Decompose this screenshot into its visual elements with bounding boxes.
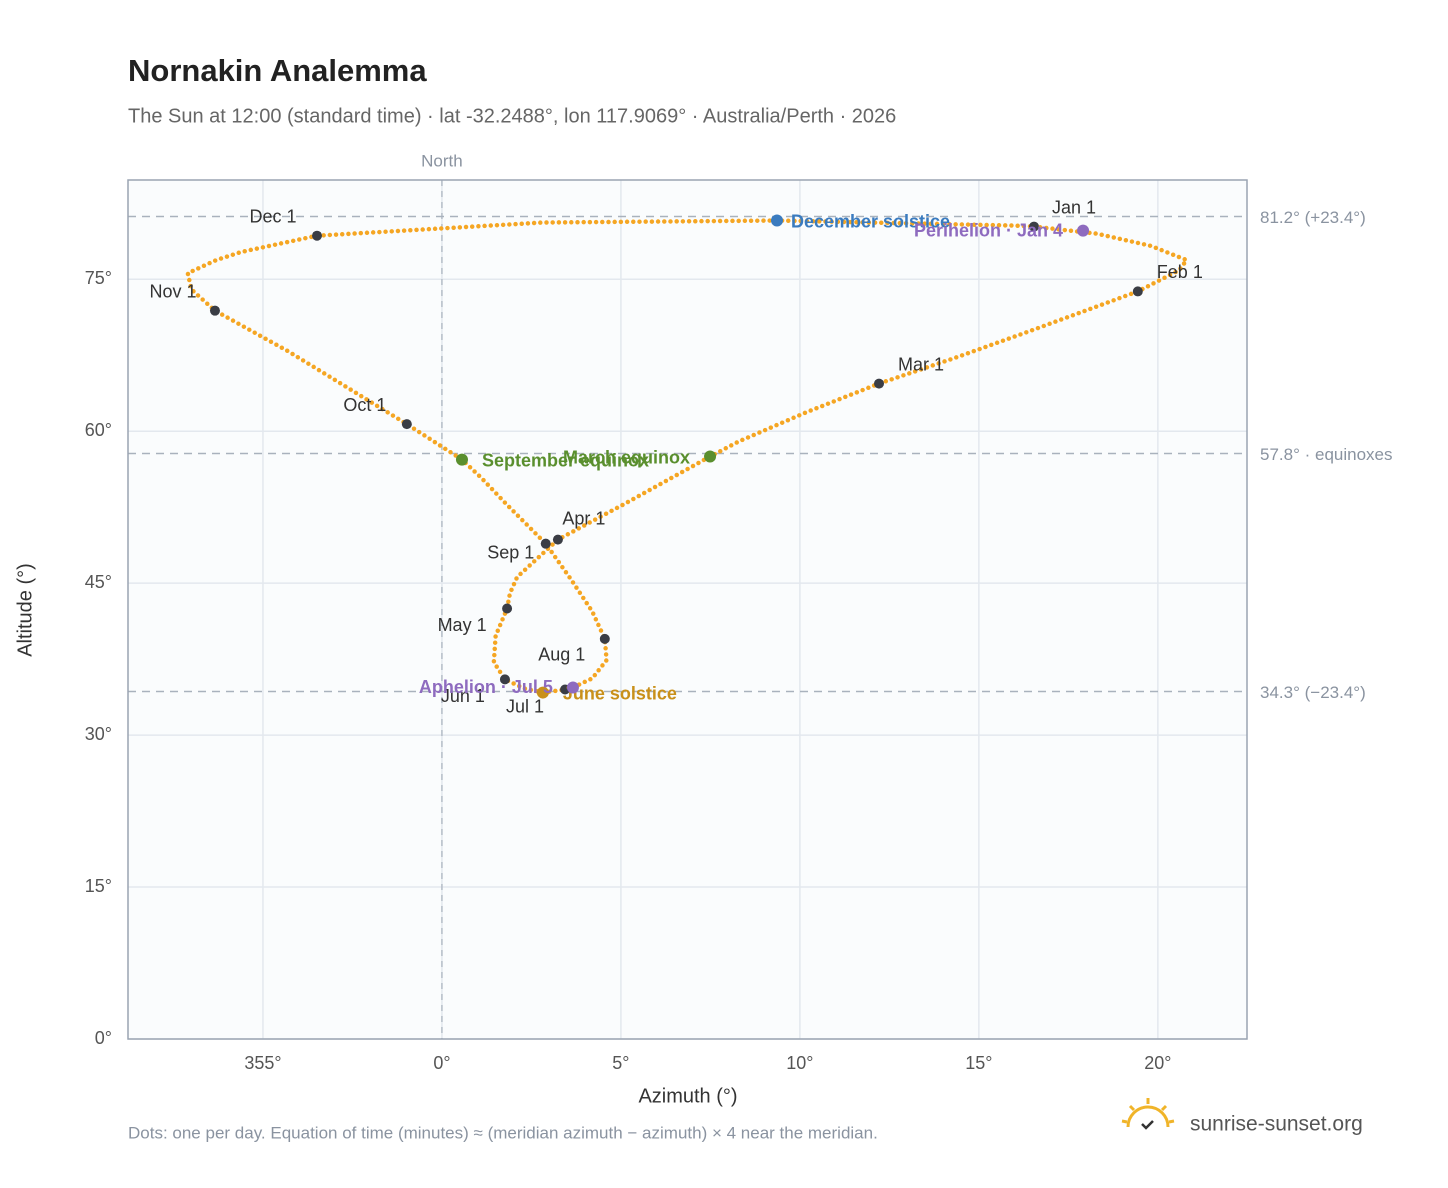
event-label: June solstice bbox=[563, 683, 677, 703]
month-marker bbox=[552, 534, 563, 545]
x-tick-label: 355° bbox=[244, 1053, 281, 1073]
event-marker bbox=[455, 453, 468, 466]
chart-title: Nornakin Analemma bbox=[128, 53, 427, 88]
month-marker bbox=[1132, 286, 1143, 297]
y-axis-label: Altitude (°) bbox=[14, 563, 36, 657]
month-label: Oct 1 bbox=[343, 395, 386, 415]
event-marker bbox=[536, 686, 549, 699]
event-marker bbox=[566, 681, 579, 694]
month-label: Mar 1 bbox=[898, 354, 944, 374]
month-marker bbox=[502, 603, 513, 614]
x-tick-label: 5° bbox=[612, 1053, 629, 1073]
month-marker bbox=[401, 419, 412, 430]
event-marker bbox=[1077, 224, 1090, 237]
event-label: March equinox bbox=[563, 447, 690, 467]
x-tick-label: 15° bbox=[965, 1053, 992, 1073]
event-marker bbox=[704, 450, 717, 463]
chart-subtitle: The Sun at 12:00 (standard time) · lat -… bbox=[128, 105, 896, 127]
x-tick-label: 20° bbox=[1144, 1053, 1171, 1073]
footnote: Dots: one per day. Equation of time (min… bbox=[128, 1123, 878, 1142]
reference-label: 34.3° (−23.4°) bbox=[1260, 683, 1366, 702]
month-label: Nov 1 bbox=[149, 281, 196, 301]
x-tick-label: 10° bbox=[786, 1053, 813, 1073]
brand-icon bbox=[1121, 1098, 1175, 1130]
y-tick-label: 45° bbox=[85, 572, 112, 592]
daily-dots bbox=[185, 218, 1190, 695]
meridian-label: North bbox=[421, 151, 463, 170]
y-tick-label: 60° bbox=[85, 420, 112, 440]
month-marker bbox=[209, 305, 220, 316]
event-label: September equinox bbox=[482, 450, 649, 470]
month-label: Sep 1 bbox=[487, 542, 534, 562]
x-axis-label: Azimuth (°) bbox=[638, 1085, 737, 1107]
y-tick-label: 75° bbox=[85, 268, 112, 288]
month-marker bbox=[874, 378, 885, 389]
reference-label: 81.2° (+23.4°) bbox=[1260, 208, 1366, 227]
y-tick-label: 0° bbox=[95, 1028, 112, 1048]
event-label: Aphelion · Jul 5 bbox=[419, 677, 553, 697]
event-marker bbox=[770, 214, 783, 227]
month-marker bbox=[1029, 221, 1040, 232]
month-label: Jul 1 bbox=[506, 696, 544, 716]
month-marker bbox=[599, 633, 610, 644]
y-tick-label: 15° bbox=[85, 876, 112, 896]
month-label: Dec 1 bbox=[249, 206, 296, 226]
reference-label: 57.8° · equinoxes bbox=[1260, 445, 1393, 464]
plot-area bbox=[128, 180, 1247, 1039]
event-label: Perihelion · Jan 4 bbox=[914, 220, 1063, 240]
month-label: Feb 1 bbox=[1157, 262, 1203, 282]
brand: sunrise-sunset.org bbox=[1190, 1113, 1363, 1136]
event-label: December solstice bbox=[791, 211, 950, 231]
month-label: Jun 1 bbox=[441, 686, 485, 706]
month-marker bbox=[312, 230, 323, 241]
month-marker bbox=[499, 674, 510, 685]
month-label: Aug 1 bbox=[538, 645, 585, 665]
month-marker bbox=[540, 538, 551, 549]
plot-frame bbox=[127, 179, 1248, 1040]
month-label: Jan 1 bbox=[1052, 197, 1096, 217]
y-tick-label: 30° bbox=[85, 724, 112, 744]
month-label: May 1 bbox=[438, 615, 487, 635]
x-tick-label: 0° bbox=[433, 1053, 450, 1073]
month-label: Apr 1 bbox=[562, 508, 605, 528]
